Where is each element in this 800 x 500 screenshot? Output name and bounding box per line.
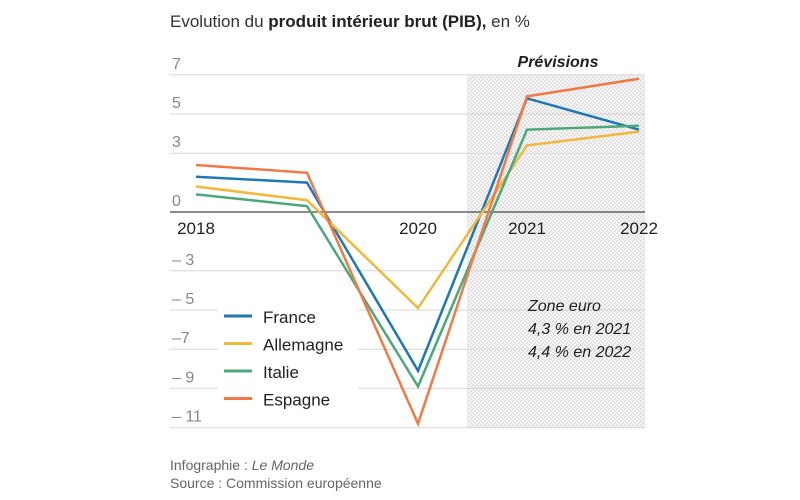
legend-bg	[218, 304, 358, 326]
zone-euro-note: 4,3 % en 2021	[528, 321, 631, 338]
y-tick-label: 7	[172, 56, 181, 73]
x-tick-label: 2022	[620, 219, 658, 238]
y-tick-label: 0	[172, 193, 181, 210]
credits: Infographie : Le Monde Source : Commissi…	[170, 456, 382, 492]
source-credit: Source : Commission européenne	[170, 475, 382, 491]
title-prefix: Evolution du	[170, 12, 269, 31]
chart-title: Evolution du produit intérieur brut (PIB…	[170, 12, 530, 32]
y-tick-label: 3	[172, 134, 181, 151]
zone-euro-note: Zone euro	[527, 298, 601, 315]
legend-label-italie: Italie	[263, 363, 299, 382]
legend-bg	[218, 331, 358, 354]
credit-name: Le Monde	[251, 457, 315, 473]
credit-prefix: Infographie :	[170, 457, 252, 473]
x-tick-label: 2018	[177, 219, 215, 238]
x-tick-label: 2020	[399, 219, 437, 238]
legend-label-espagne: Espagne	[263, 391, 330, 410]
y-tick-label: – 5	[172, 291, 194, 308]
forecast-label: Prévisions	[518, 54, 599, 71]
y-tick-label: –7	[172, 330, 190, 347]
zone-euro-note: 4,4 % en 2022	[528, 344, 631, 361]
y-tick-label: – 9	[172, 369, 194, 386]
title-bold: produit intérieur brut (PIB),	[268, 12, 487, 31]
series-line-italie	[195, 124, 640, 390]
series-line-espagne	[195, 77, 640, 428]
legend-bg	[218, 359, 358, 381]
y-tick-label: 5	[172, 95, 181, 112]
y-tick-label: – 3	[172, 252, 194, 269]
legend-label-allemagne: Allemagne	[263, 336, 343, 355]
title-suffix: en %	[486, 12, 530, 31]
y-tick-label: – 11	[172, 409, 202, 426]
infographie-credit: Infographie : Le Monde	[170, 456, 382, 474]
legend-bg	[218, 386, 358, 409]
legend-label-france: France	[263, 308, 316, 327]
series-line-allemagne	[195, 130, 640, 310]
x-tick-label: 2021	[508, 219, 546, 238]
series-line-france	[195, 96, 640, 374]
